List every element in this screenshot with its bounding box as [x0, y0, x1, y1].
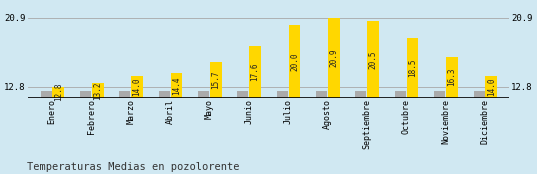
Text: 18.5: 18.5	[408, 59, 417, 77]
Text: 17.6: 17.6	[251, 62, 259, 81]
Bar	[355, 91, 366, 98]
Text: 14.0: 14.0	[133, 78, 142, 96]
Bar	[159, 91, 170, 98]
Bar	[119, 91, 130, 98]
Text: 20.9: 20.9	[329, 48, 338, 67]
Bar	[434, 91, 445, 98]
Bar	[474, 91, 484, 98]
Text: 13.2: 13.2	[93, 81, 102, 100]
Text: 16.3: 16.3	[447, 68, 456, 86]
Bar	[328, 18, 340, 98]
Text: Temperaturas Medias en pozolorente: Temperaturas Medias en pozolorente	[27, 162, 240, 172]
Bar	[171, 73, 183, 98]
Text: 14.0: 14.0	[487, 78, 496, 96]
Bar	[288, 25, 300, 98]
Bar	[198, 91, 209, 98]
Bar	[485, 76, 497, 98]
Bar	[237, 91, 249, 98]
Bar	[210, 62, 222, 98]
Bar	[407, 38, 418, 98]
Text: 20.5: 20.5	[369, 50, 378, 69]
Bar	[80, 91, 91, 98]
Bar	[131, 76, 143, 98]
Bar	[53, 86, 64, 98]
Text: 14.4: 14.4	[172, 76, 181, 94]
Bar	[316, 91, 327, 98]
Bar	[367, 21, 379, 98]
Bar	[92, 83, 104, 98]
Text: 15.7: 15.7	[211, 70, 220, 89]
Bar	[249, 46, 261, 98]
Bar	[41, 91, 52, 98]
Text: 12.8: 12.8	[54, 83, 63, 101]
Bar	[277, 91, 288, 98]
Text: 20.0: 20.0	[290, 52, 299, 71]
Bar	[446, 57, 458, 98]
Bar	[395, 91, 406, 98]
